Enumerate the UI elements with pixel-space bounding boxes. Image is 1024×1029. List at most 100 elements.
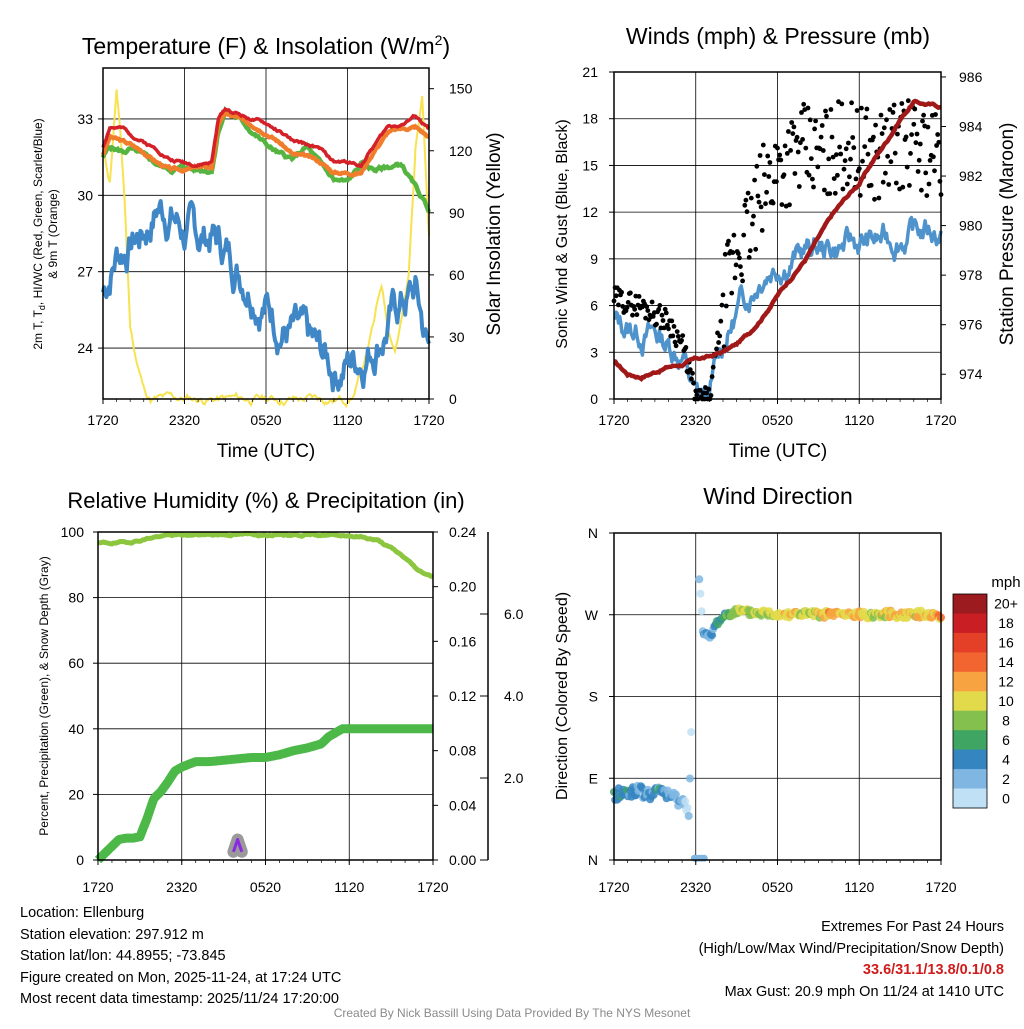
temperature-xtick-label: 1120	[332, 412, 362, 428]
dewpoint-line	[101, 199, 431, 393]
legend-label: 4	[1002, 751, 1010, 767]
temperature-ytick-label: 27	[77, 264, 93, 280]
gust-point	[923, 170, 929, 176]
legend-swatch	[953, 788, 987, 809]
gust-point	[926, 181, 932, 187]
gust-point	[916, 157, 922, 163]
extremes-info: Extremes For Past 24 Hours (High/Low/Max…	[699, 917, 1004, 1003]
temperature-ytick-label: 33	[77, 111, 93, 127]
winds-ytick-label: 3	[590, 344, 598, 360]
gust-point	[818, 134, 824, 140]
gust-point	[805, 105, 811, 111]
station-pressure-line	[613, 98, 942, 382]
gust-point	[854, 108, 860, 113]
gust-point	[812, 126, 817, 132]
gust-point	[853, 176, 859, 182]
gust-point	[834, 152, 839, 158]
gust-point	[932, 168, 937, 174]
relative-humidity-line	[97, 530, 434, 580]
winds-title: Winds (mph) & Pressure (mb)	[626, 23, 930, 49]
gust-point	[738, 264, 743, 269]
gust-point	[634, 312, 640, 318]
direction-point	[695, 575, 704, 584]
extremes-values: 33.6/31.1/13.8/0.1/0.8	[862, 962, 1004, 978]
gust-point	[762, 172, 767, 178]
gust-point	[935, 132, 941, 137]
legend-label: 8	[1002, 713, 1010, 729]
gust-point	[781, 172, 787, 178]
gust-point	[753, 246, 759, 252]
gust-point	[757, 153, 763, 158]
precipitation-line	[94, 724, 436, 864]
gust-point	[739, 272, 744, 278]
humidity-xtick-label: 1720	[417, 879, 448, 895]
speed-legend: 20+ 18 16 14 12 10 8 6 4 2 0	[952, 593, 1018, 809]
gust-point	[748, 195, 754, 201]
gust-point	[691, 380, 696, 386]
gust-point	[790, 131, 796, 137]
legend-label: 6	[1002, 732, 1010, 748]
gust-point	[706, 386, 712, 392]
gust-point	[665, 322, 670, 328]
gust-point	[730, 250, 736, 255]
gust-point	[716, 340, 721, 345]
humidity-xtick-label: 0520	[250, 879, 281, 895]
gust-point	[815, 164, 821, 170]
gust-point	[690, 370, 695, 376]
winds-ytick-label: 21	[582, 64, 598, 80]
precip-ytick-label: 0.20	[449, 579, 476, 595]
gust-point	[755, 193, 761, 199]
direction-point	[696, 589, 705, 598]
gust-point	[900, 184, 906, 190]
gust-point	[843, 146, 849, 152]
gust-point	[786, 129, 791, 134]
winds-ytick-label: 15	[582, 157, 598, 173]
gust-point	[708, 393, 714, 398]
gust-point	[719, 302, 725, 308]
gust-point	[754, 163, 760, 169]
direction-point	[685, 774, 694, 783]
gust-point	[782, 143, 788, 149]
gust-point	[751, 213, 756, 219]
precip-ytick-label: 0.24	[449, 524, 476, 540]
precip-ytick-label: 0.00	[449, 852, 476, 868]
winds-ylabel-right: Station Pressure (Maroon)	[997, 123, 1018, 346]
humidity-ytick-label: 60	[68, 655, 84, 671]
station-info: Location: Ellenburg Station elevation: 2…	[20, 903, 341, 1011]
pressure-ytick-label: 976	[959, 317, 983, 333]
gust-point	[735, 251, 741, 256]
gust-point	[819, 123, 825, 128]
legend-swatch	[953, 710, 987, 731]
gust-point	[731, 232, 737, 238]
legend-swatch	[953, 730, 987, 751]
gust-point	[840, 186, 846, 192]
gust-point	[720, 292, 726, 298]
winds-xtick-label: 2320	[680, 412, 711, 428]
humidity-xtick-label: 1120	[334, 879, 364, 895]
gust-point	[849, 100, 854, 106]
legend-swatch	[953, 613, 987, 634]
gust-point	[759, 228, 765, 233]
legend-swatch	[953, 671, 987, 692]
gust-point	[859, 105, 864, 111]
winds-xtick-label: 0520	[762, 412, 793, 428]
gust-point	[619, 289, 624, 295]
gust-point	[811, 184, 816, 190]
gust-point	[778, 157, 784, 163]
gust-point	[787, 202, 792, 208]
gust-point	[828, 107, 834, 112]
temperature-ylabel-left: 2m T, Td, HI/WC (Red, Green, Scarlet/Blu…	[31, 118, 47, 349]
snow-depth-ytick-label: 4.0	[504, 688, 524, 704]
gust-point	[729, 290, 735, 296]
winds-ytick-label: 12	[582, 204, 598, 220]
gust-point	[620, 304, 626, 309]
gust-point	[770, 200, 776, 206]
winds-ylabel-left: Sonic Wind & Gust (Blue, Black)	[554, 119, 571, 348]
gust-point	[892, 150, 898, 156]
gust-point	[765, 153, 771, 159]
legend-swatch	[953, 594, 987, 614]
direction-ytick-label: W	[585, 607, 599, 623]
gust-point	[792, 171, 798, 176]
temperature-ytick-label: 30	[77, 187, 93, 203]
